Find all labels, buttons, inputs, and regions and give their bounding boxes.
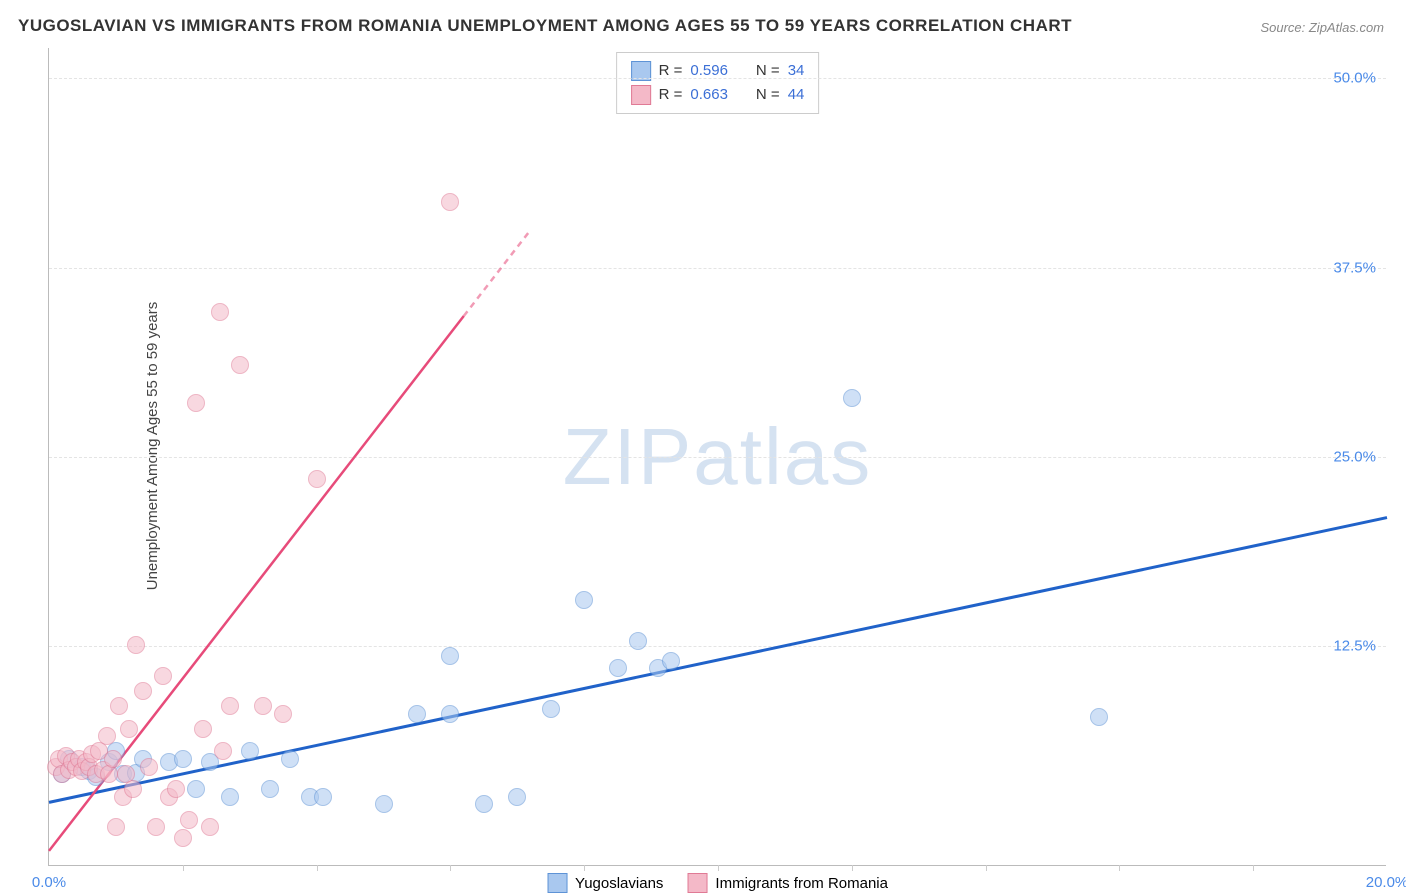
legend-item-romania: Immigrants from Romania (687, 873, 888, 893)
data-point (211, 303, 229, 321)
data-point (174, 829, 192, 847)
data-point (100, 765, 118, 783)
swatch-icon (547, 873, 567, 893)
data-point (167, 780, 185, 798)
data-point (127, 636, 145, 654)
x-tick-label: 0.0% (32, 874, 66, 891)
data-point (475, 795, 493, 813)
data-point (441, 193, 459, 211)
data-point (843, 389, 861, 407)
data-point (1090, 708, 1108, 726)
data-point (609, 659, 627, 677)
data-point (441, 705, 459, 723)
data-point (542, 700, 560, 718)
data-point (274, 705, 292, 723)
data-point (154, 667, 172, 685)
data-point (214, 742, 232, 760)
data-point (221, 697, 239, 715)
swatch-icon (687, 873, 707, 893)
data-point (194, 720, 212, 738)
legend-item-yugoslavians: Yugoslavians (547, 873, 663, 893)
data-point (174, 750, 192, 768)
data-point (441, 647, 459, 665)
data-point (187, 394, 205, 412)
source-attribution: Source: ZipAtlas.com (1260, 20, 1384, 35)
data-point (98, 727, 116, 745)
data-point (629, 632, 647, 650)
data-point (281, 750, 299, 768)
data-point (104, 750, 122, 768)
data-point (180, 811, 198, 829)
data-point (201, 818, 219, 836)
data-point (508, 788, 526, 806)
legend-label: Immigrants from Romania (715, 875, 888, 892)
data-point (241, 742, 259, 760)
data-point (134, 682, 152, 700)
data-point (124, 780, 142, 798)
data-point (254, 697, 272, 715)
data-point (375, 795, 393, 813)
data-point (147, 818, 165, 836)
chart-title: YUGOSLAVIAN VS IMMIGRANTS FROM ROMANIA U… (18, 16, 1072, 36)
data-point (308, 470, 326, 488)
data-point (140, 758, 158, 776)
data-point (231, 356, 249, 374)
data-point (575, 591, 593, 609)
data-point (107, 818, 125, 836)
data-point (314, 788, 332, 806)
scatter-plot: ZIPatlas R = 0.596 N = 34 R = 0.663 N = … (48, 48, 1386, 866)
data-point (221, 788, 239, 806)
data-point (408, 705, 426, 723)
data-point (120, 720, 138, 738)
legend-label: Yugoslavians (575, 875, 663, 892)
data-point (187, 780, 205, 798)
series-legend: Yugoslavians Immigrants from Romania (547, 873, 888, 893)
data-point (261, 780, 279, 798)
data-point (110, 697, 128, 715)
x-tick-label: 20.0% (1366, 874, 1406, 891)
data-point (662, 652, 680, 670)
